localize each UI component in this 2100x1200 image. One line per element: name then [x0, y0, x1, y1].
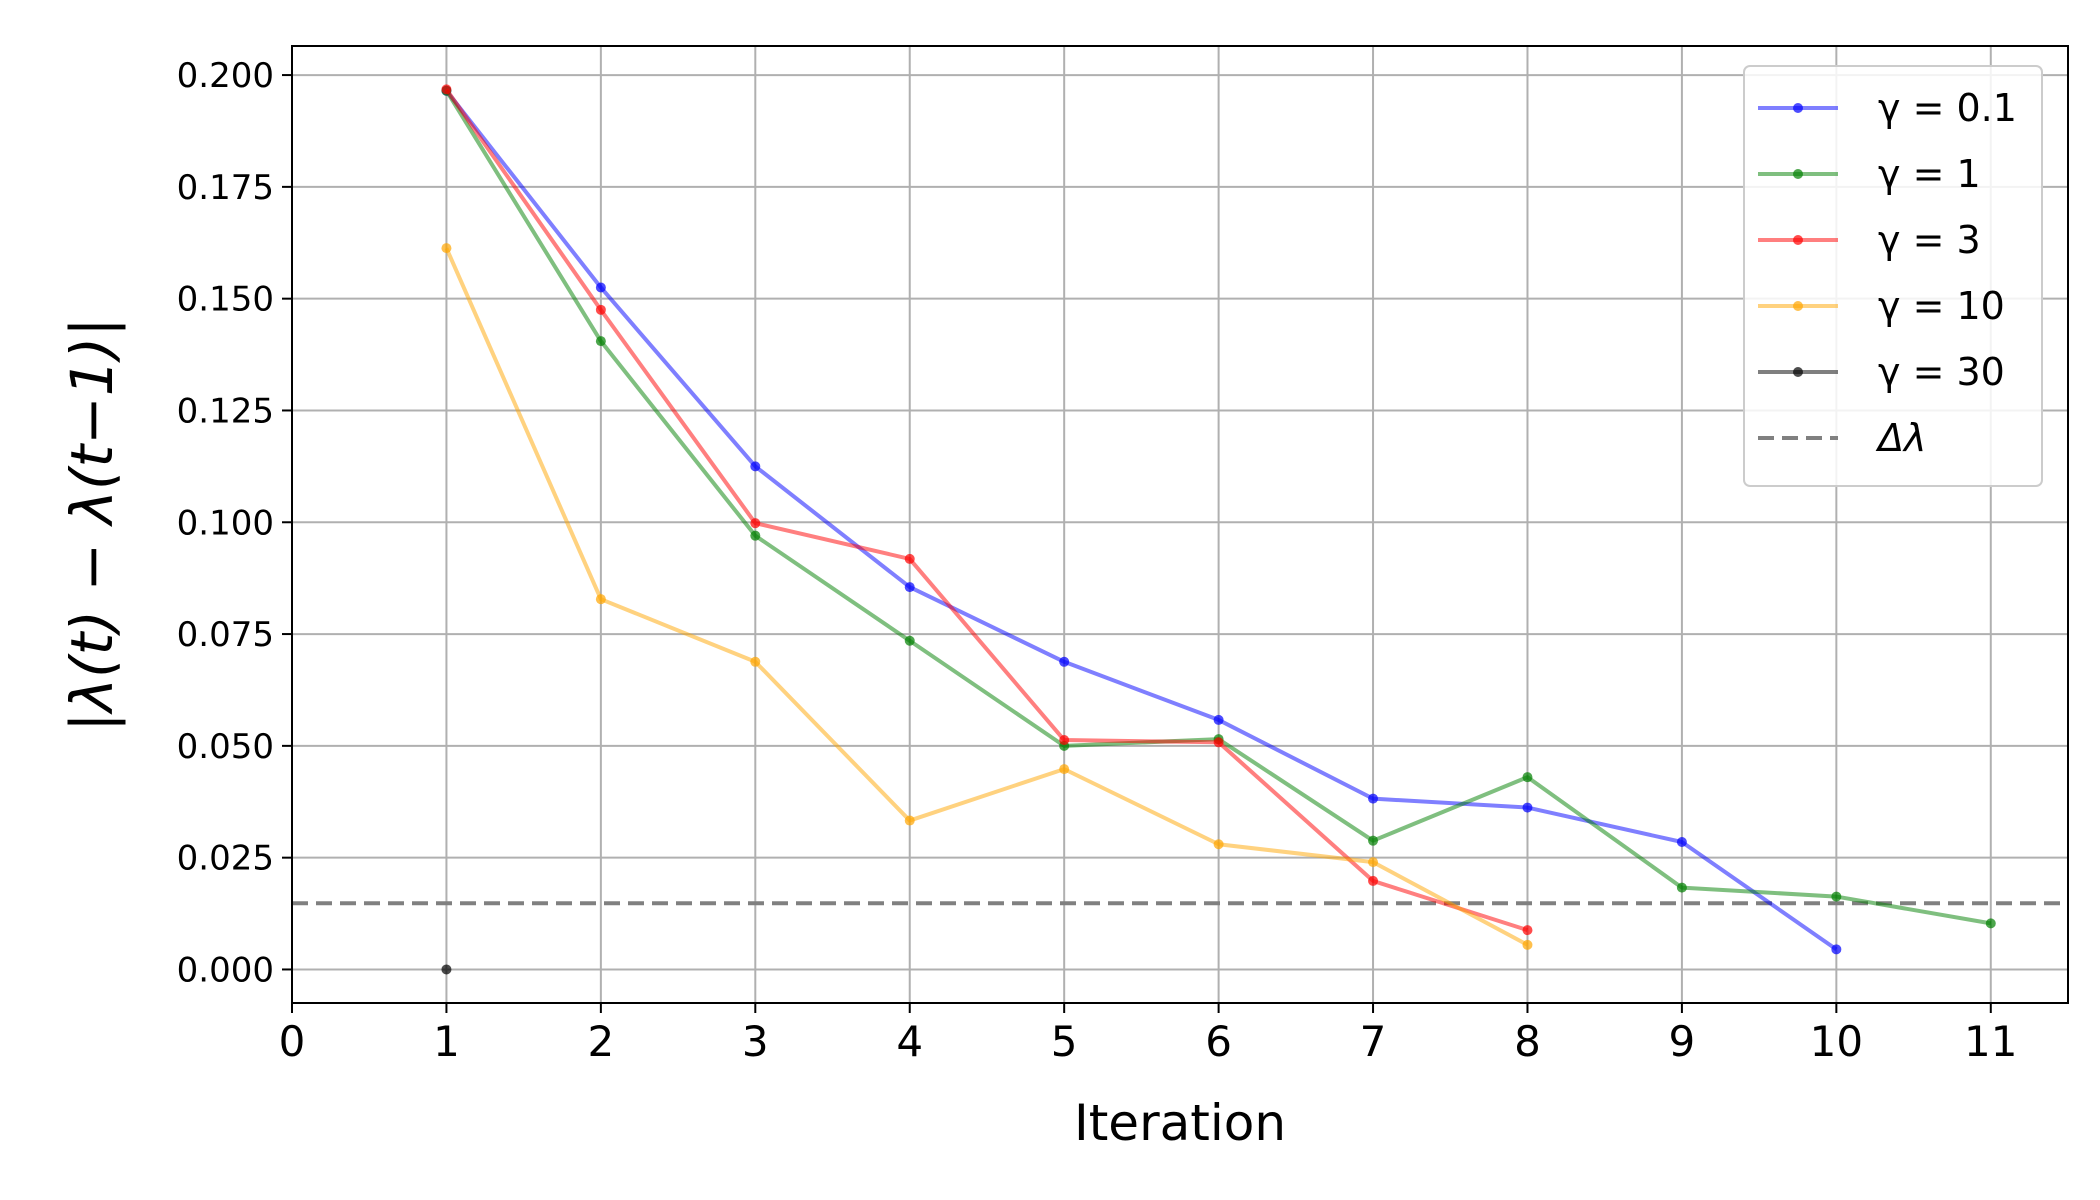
y-tick-label: 0.175 — [177, 168, 274, 208]
data-point — [1368, 835, 1379, 846]
series-4 — [441, 964, 452, 975]
legend: γ = 0.1 γ = 1 γ = 3 γ = 10 γ = 30 Δλ — [1743, 65, 2043, 487]
data-point — [1213, 714, 1224, 725]
data-point — [1522, 939, 1533, 950]
data-point — [441, 964, 452, 975]
x-tick-label: 11 — [1964, 1017, 2017, 1066]
data-point — [1676, 882, 1687, 893]
x-tick-label: 4 — [896, 1017, 923, 1066]
series-group — [441, 84, 1996, 975]
series-line — [444, 247, 1529, 947]
data-point — [904, 553, 915, 564]
y-tick-label: 0.050 — [177, 727, 274, 767]
x-axis-ticks: 0 1 2 3 4 5 6 7 8 9 10 11 — [279, 1003, 2018, 1066]
legend-marker — [1793, 103, 1803, 113]
data-point — [750, 530, 761, 541]
legend-item: γ = 1 — [1758, 152, 1981, 196]
legend-item: Δλ — [1758, 416, 1926, 460]
data-point — [904, 582, 915, 593]
legend-label: γ = 1 — [1878, 152, 1981, 196]
data-point — [1059, 764, 1070, 775]
x-tick-label: 8 — [1514, 1017, 1541, 1066]
legend-item: γ = 0.1 — [1758, 86, 2017, 130]
legend-marker — [1793, 169, 1803, 179]
data-point — [1213, 839, 1224, 850]
legend-item: γ = 30 — [1758, 350, 2005, 394]
legend-label: γ = 0.1 — [1878, 86, 2017, 130]
x-tick-label: 2 — [588, 1017, 615, 1066]
x-tick-label: 1 — [433, 1017, 460, 1066]
y-tick-label: 0.125 — [177, 391, 274, 431]
legend-item: γ = 10 — [1758, 284, 2005, 328]
y-axis-ticks: 0.000 0.025 0.050 0.075 0.100 0.125 0.150 0.175… — [177, 56, 292, 990]
data-point — [1368, 875, 1379, 886]
y-tick-label: 0.100 — [177, 503, 274, 543]
data-point — [441, 243, 452, 254]
legend-item: γ = 3 — [1758, 218, 1981, 262]
data-point — [750, 518, 761, 529]
data-point — [1059, 735, 1070, 746]
plot-frame — [291, 45, 2069, 1004]
series-line — [444, 89, 1838, 951]
x-tick-label: 5 — [1051, 1017, 1078, 1066]
x-tick-label: 6 — [1205, 1017, 1232, 1066]
data-point — [1522, 925, 1533, 936]
data-point — [1522, 802, 1533, 813]
data-point — [1368, 857, 1379, 868]
data-point — [904, 635, 915, 646]
data-point — [1522, 772, 1533, 783]
legend-label: Δλ — [1875, 416, 1926, 460]
y-axis-title: |λ(t) − λ(t−1)| — [58, 317, 126, 732]
y-tick-label: 0.000 — [177, 950, 274, 990]
data-point — [1059, 656, 1070, 667]
legend-label: γ = 30 — [1878, 350, 2005, 394]
y-tick-label: 0.025 — [177, 839, 274, 879]
data-point — [750, 461, 761, 472]
data-point — [1985, 918, 1996, 929]
x-tick-label: 7 — [1360, 1017, 1387, 1066]
x-tick-label: 10 — [1810, 1017, 1863, 1066]
data-point — [1676, 837, 1687, 848]
y-tick-label: 0.200 — [177, 56, 274, 96]
data-point — [1831, 891, 1842, 902]
legend-box — [1743, 65, 2043, 487]
data-point — [595, 594, 606, 605]
x-tick-label: 0 — [279, 1017, 306, 1066]
data-point — [595, 336, 606, 347]
series-2 — [441, 84, 1533, 936]
data-point — [595, 282, 606, 293]
legend-label: γ = 10 — [1878, 284, 2005, 328]
y-tick-label: 0.150 — [177, 280, 274, 320]
data-point — [1831, 944, 1842, 955]
legend-marker — [1793, 235, 1803, 245]
series-3 — [441, 243, 1533, 950]
data-point — [750, 656, 761, 667]
y-tick-label: 0.075 — [177, 615, 274, 655]
x-tick-label: 3 — [742, 1017, 769, 1066]
series-0 — [441, 85, 1842, 955]
data-point — [904, 815, 915, 826]
x-axis-title: Iteration — [1074, 1094, 1286, 1152]
data-point — [1368, 793, 1379, 804]
x-tick-label: 9 — [1669, 1017, 1696, 1066]
data-point — [595, 304, 606, 315]
series-line — [444, 88, 1529, 933]
legend-marker — [1793, 367, 1803, 377]
legend-marker — [1793, 301, 1803, 311]
data-point — [1213, 737, 1224, 748]
legend-label: γ = 3 — [1878, 218, 1981, 262]
data-point — [441, 84, 452, 95]
